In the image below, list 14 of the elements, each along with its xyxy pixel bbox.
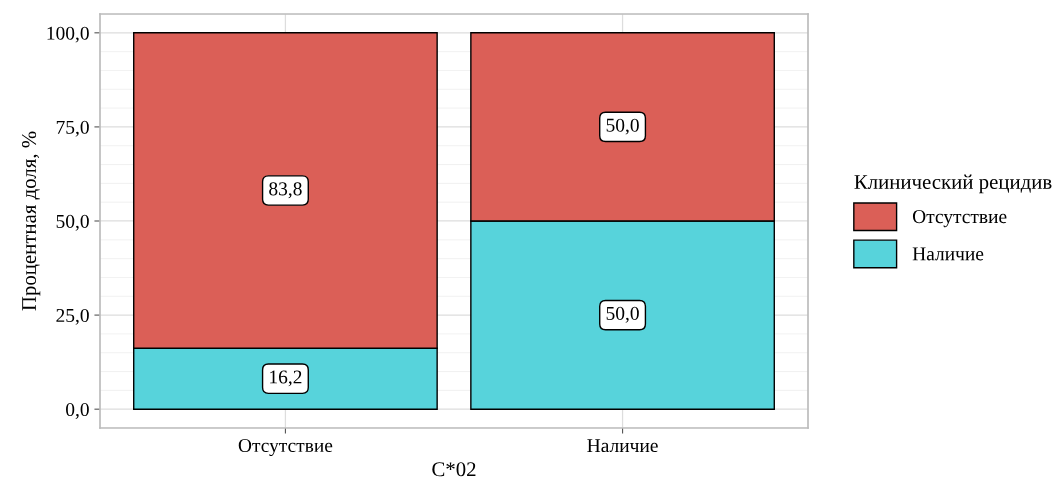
y-tick-label: 25,0 — [56, 308, 89, 325]
y-tick-label: 75,0 — [56, 120, 89, 137]
y-tick-label: 50,0 — [56, 214, 89, 231]
data-label: 50,0 — [606, 118, 639, 135]
legend-label: Наличие — [912, 247, 984, 261]
data-label: 83,8 — [269, 182, 302, 199]
legend-label: Отсутствие — [912, 210, 1007, 228]
data-label: 50,0 — [606, 306, 639, 323]
x-axis-title: C*02 — [432, 462, 476, 477]
legend-title: Клинический рецидив — [854, 174, 1052, 194]
y-tick-label: 0,0 — [66, 403, 89, 419]
y-tick-label: 100,0 — [47, 26, 89, 43]
data-label: 16,2 — [270, 370, 302, 387]
y-axis-title: Процентная доля, % — [21, 131, 41, 311]
